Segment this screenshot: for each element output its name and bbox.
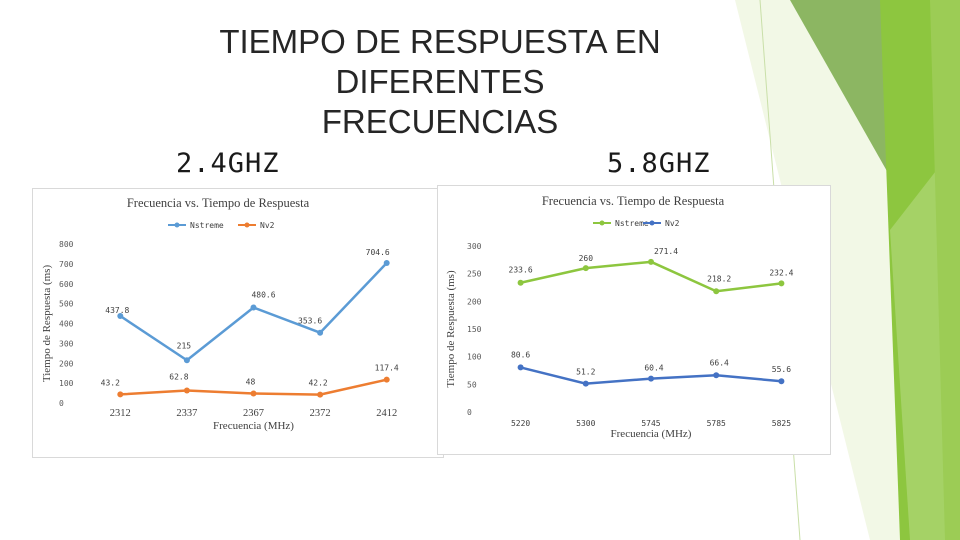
slide-title-line1: TIEMPO DE RESPUESTA EN DIFERENTES: [219, 23, 661, 100]
chart-2-4ghz-svg: Frecuencia vs. Tiempo de Respuesta Nstrem…: [41, 196, 399, 432]
data-label-nstreme: 233.6: [509, 266, 533, 275]
legend-marker-nstreme: [174, 222, 180, 228]
data-label-nv2: 51.2: [576, 368, 595, 377]
slide-title-line2: FRECUENCIAS: [321, 103, 559, 140]
data-label-nv2: 80.6: [511, 350, 530, 359]
data-point-nstreme: [183, 357, 190, 364]
y-tick-label: 800: [59, 240, 74, 249]
deco-edge-stripe: [930, 0, 960, 540]
data-label-nv2: 48: [246, 377, 256, 386]
chart-5-8ghz-svg: Frecuencia vs. Tiempo de Respuesta Nstrem…: [445, 194, 794, 440]
y-tick-label: 0: [59, 399, 64, 408]
data-point-nv2: [317, 391, 324, 398]
data-point-nv2: [582, 380, 589, 387]
legend-marker-nstreme: [599, 220, 605, 226]
legend-marker-nv2: [649, 220, 655, 226]
x-axis-title: Frecuencia (MHz): [611, 428, 692, 440]
data-point-nstreme: [117, 312, 124, 319]
y-tick-label: 250: [467, 270, 482, 279]
data-point-nstreme: [383, 259, 390, 266]
series-line-nstreme: [119, 262, 388, 362]
data-label-nv2: 55.6: [772, 365, 791, 374]
y-tick-label: 200: [467, 297, 482, 306]
data-label-nv2: 43.2: [101, 378, 120, 387]
data-point-nv2: [713, 372, 720, 379]
data-point-nv2: [648, 375, 654, 382]
y-tick-label: 200: [59, 359, 74, 368]
data-point-nv2: [383, 376, 390, 383]
legend-label-nstreme: Nstreme: [615, 219, 649, 228]
x-tick-label: 5220: [511, 419, 530, 428]
data-label-nstreme: 704.6: [366, 248, 390, 257]
x-tick-label: 2412: [376, 408, 397, 419]
data-label-nv2: 66.4: [710, 358, 729, 367]
data-point-nv2: [517, 364, 524, 371]
legend-label-nstreme: Nstreme: [190, 221, 224, 230]
y-axis-title: Tiempo de Respuesta (ms): [445, 270, 457, 388]
x-tick-label: 5300: [576, 419, 595, 428]
data-point-nstreme: [582, 265, 589, 272]
x-tick-label: 2337: [176, 408, 197, 419]
chart-title: Frecuencia vs. Tiempo de Respuesta: [127, 196, 310, 210]
data-label-nstreme: 260: [579, 254, 594, 263]
data-point-nstreme: [778, 280, 785, 287]
legend-marker-nv2: [244, 222, 250, 228]
y-tick-label: 0: [467, 408, 472, 417]
data-label-nv2: 42.2: [308, 379, 327, 388]
data-point-nv2: [117, 391, 124, 398]
data-label-nstreme: 218.2: [707, 274, 731, 283]
data-point-nstreme: [317, 329, 324, 336]
y-tick-label: 100: [59, 379, 74, 388]
data-label-nstreme: 480.6: [251, 290, 275, 299]
y-tick-label: 150: [467, 325, 482, 334]
data-point-nv2: [183, 387, 190, 394]
slide-title: TIEMPO DE RESPUESTA EN DIFERENTES FRECUE…: [120, 22, 760, 142]
legend-label-nv2: Nv2: [665, 219, 680, 228]
y-axis-title: Tiempo de Respuesta (ms): [41, 265, 53, 383]
data-point-nstreme: [517, 279, 524, 286]
data-point-nstreme: [713, 288, 720, 295]
y-tick-label: 700: [59, 260, 74, 269]
chart-2-4ghz: Frecuencia vs. Tiempo de Respuesta Nstrem…: [32, 188, 444, 458]
legend-label-nv2: Nv2: [260, 221, 275, 230]
x-tick-label: 2372: [310, 408, 331, 419]
data-point-nstreme: [250, 304, 257, 311]
section-heading-5-8ghz: 5.8GHZ: [607, 148, 711, 179]
y-tick-label: 300: [467, 242, 482, 251]
data-label-nstreme: 271.4: [654, 247, 678, 256]
x-tick-label: 5825: [772, 419, 791, 428]
data-label-nv2: 117.4: [375, 364, 399, 373]
y-tick-label: 500: [59, 300, 74, 309]
data-label-nstreme: 215: [177, 341, 192, 350]
section-heading-2-4ghz: 2.4GHZ: [176, 148, 280, 179]
data-label-nv2: 62.8: [169, 373, 188, 382]
data-label-nstreme: 232.4: [769, 268, 793, 277]
series-line-nstreme: [520, 260, 782, 293]
chart-5-8ghz: Frecuencia vs. Tiempo de Respuesta Nstrem…: [437, 185, 831, 455]
y-tick-label: 400: [59, 320, 74, 329]
y-tick-label: 50: [467, 380, 477, 389]
y-tick-label: 300: [59, 339, 74, 348]
x-tick-label: 2312: [110, 408, 131, 419]
chart-title: Frecuencia vs. Tiempo de Respuesta: [542, 194, 725, 208]
x-tick-label: 5785: [707, 419, 726, 428]
y-tick-label: 100: [467, 353, 482, 362]
x-tick-label: 2367: [243, 408, 264, 419]
data-point-nstreme: [648, 258, 654, 265]
data-label-nv2: 60.4: [644, 364, 663, 373]
data-point-nv2: [250, 390, 257, 397]
data-label-nstreme: 353.6: [298, 317, 322, 326]
data-label-nstreme: 437.8: [105, 306, 129, 315]
x-tick-label: 5745: [641, 419, 660, 428]
data-point-nv2: [778, 378, 785, 385]
x-axis-title: Frecuencia (MHz): [213, 420, 294, 432]
y-tick-label: 600: [59, 280, 74, 289]
